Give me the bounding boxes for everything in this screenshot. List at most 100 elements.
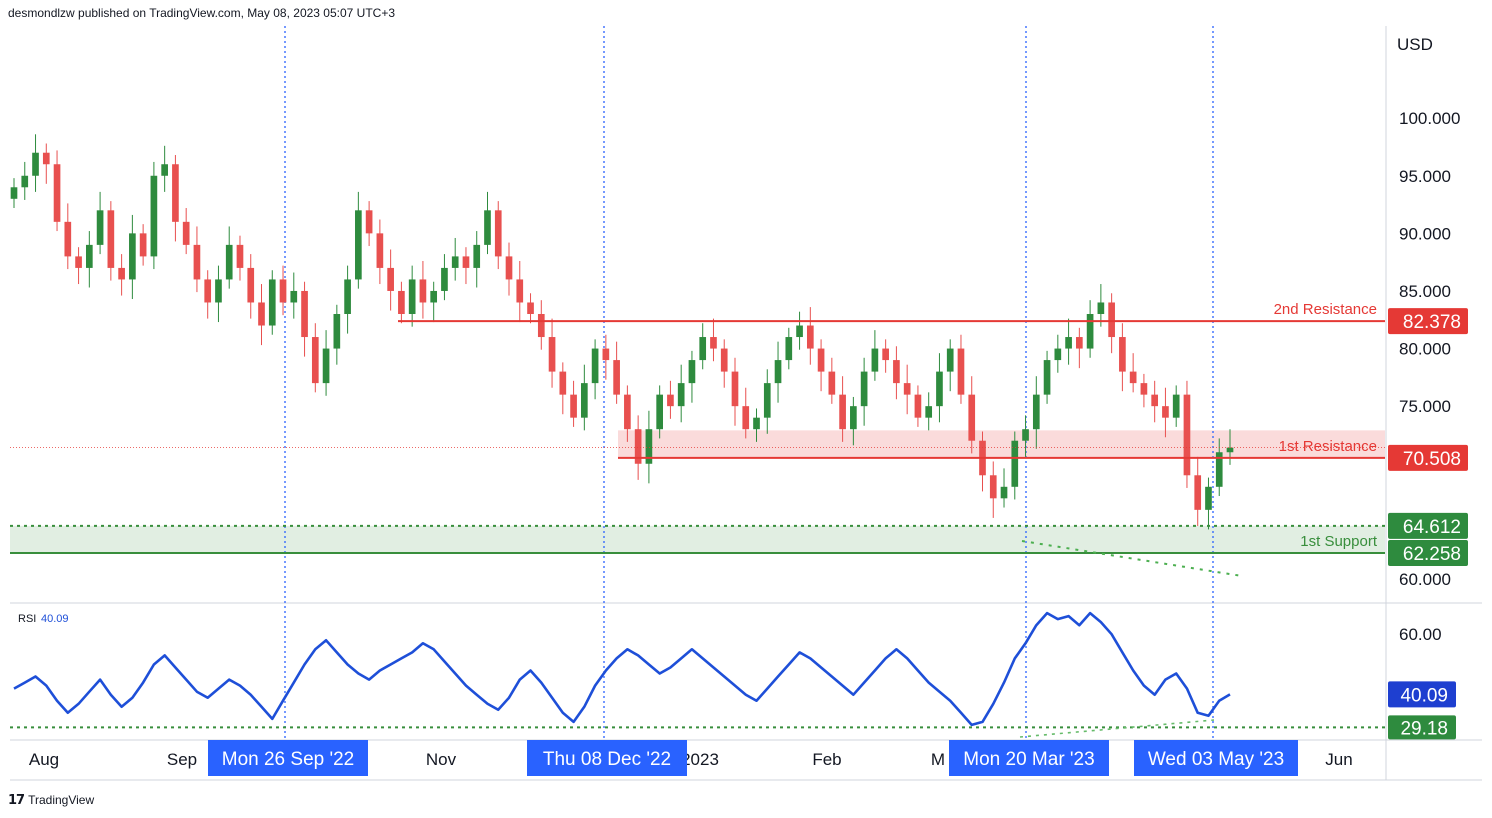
candle-body [247,267,255,303]
price-divergence-line [1021,540,1243,577]
resistance-1-annotation: 1st Resistance [1279,438,1377,455]
candle-body [634,429,642,464]
candle-body [677,383,685,407]
candle-body [871,348,879,372]
candle-body [1032,394,1040,430]
support-upper-value-tag-bg [1388,512,1468,539]
candle-body [817,348,825,372]
candle-body [591,348,599,384]
candle-body [1151,394,1159,407]
candle-body [344,279,351,314]
time-tick-label: Jun [1325,750,1352,769]
candle-body [129,233,136,280]
candle-body [1172,394,1180,418]
candle-body [1043,360,1051,395]
candle-body [957,348,965,395]
candle-body [139,233,147,257]
candle-body [1183,394,1191,476]
resistance-1-value-tag: 70.508 [1403,449,1461,470]
candle-body [527,302,534,314]
candle-body [774,360,782,384]
rsi-level-tag-bg [1388,715,1456,740]
candle-body [1065,337,1072,349]
highlighted-date-label: Mon 20 Mar '23 [963,749,1094,770]
price-tick-label: 75.000 [1399,397,1451,416]
rsi-line [13,611,1231,727]
rsi-value-tag: 40.09 [1400,685,1448,706]
candle-body [96,210,104,245]
candle-body [645,429,653,464]
candle-body [796,325,803,338]
highlighted-date-bg [1134,740,1298,776]
candle-body [215,279,222,303]
candle-body [1086,314,1094,349]
highlighted-date-bg [208,740,368,776]
candle-body [839,394,846,430]
highlighted-date-bg [949,740,1109,776]
candle-body [882,348,889,361]
candle-body [85,244,93,268]
support-lower-value-tag: 62.258 [1403,544,1461,565]
candle-body [172,164,179,222]
rsi-tick-label: 60.00 [1399,625,1442,644]
candle-body [398,290,405,314]
price-tick-label: 95.000 [1399,167,1451,186]
candle-body [355,210,362,280]
candle-body [720,348,728,372]
candle-body [1076,337,1083,349]
candle-body [484,210,491,245]
support-upper-value-tag: 64.612 [1403,517,1461,538]
candle-body [10,187,18,199]
candle-body [333,314,341,349]
candle-body [656,394,663,430]
resistance-zone [618,430,1385,458]
tradingview-logo-icon: 𝟭𝟳 [8,792,25,807]
candle-body [387,267,394,291]
candle-body [936,371,943,407]
candle-body [1129,371,1137,384]
candle-body [64,221,72,257]
publish-info: desmondlzw published on TradingView.com,… [8,6,396,20]
candle-body [537,314,545,338]
candle-body [753,417,760,430]
candle-body [451,256,459,268]
candle-body [204,279,212,303]
candle-body [893,360,900,384]
tradingview-footer[interactable]: 𝟭𝟳 TradingView [8,792,94,808]
candle-body [161,164,168,176]
candle-body [505,256,513,280]
candle-body [365,210,373,234]
time-tick-label: Nov [426,750,457,769]
candle-body [107,210,115,268]
highlighted-date-bg [527,740,687,776]
price-tick-label: 100.000 [1399,109,1460,128]
candle-body [1119,337,1126,372]
support-zone [10,525,1385,553]
candle-body [1097,302,1105,314]
price-tick-label: 85.000 [1399,282,1451,301]
candle-body [279,279,287,303]
candle-body [236,244,244,268]
candle-body [1000,486,1008,499]
time-tick-label: Aug [29,750,59,769]
candle-body [710,337,717,349]
candle-body [21,175,29,188]
candle-body [441,267,448,291]
candle-body [860,371,868,407]
candle-body [548,337,556,372]
candle-body [688,360,696,384]
candle-body [32,152,39,176]
support-1-annotation: 1st Support [1300,533,1378,550]
candle-body [785,337,793,361]
price-tick-label: 90.000 [1399,224,1451,243]
candle-body [150,175,158,257]
candle-body [699,337,707,361]
candle-body [53,164,61,222]
candle-body [602,348,610,361]
rsi-value-tag-bg [1388,681,1456,708]
candle-body [118,267,125,280]
rsi-divergence-line [1019,719,1215,738]
candle-body [828,371,836,395]
highlighted-date-label: Mon 26 Sep '22 [222,749,355,770]
